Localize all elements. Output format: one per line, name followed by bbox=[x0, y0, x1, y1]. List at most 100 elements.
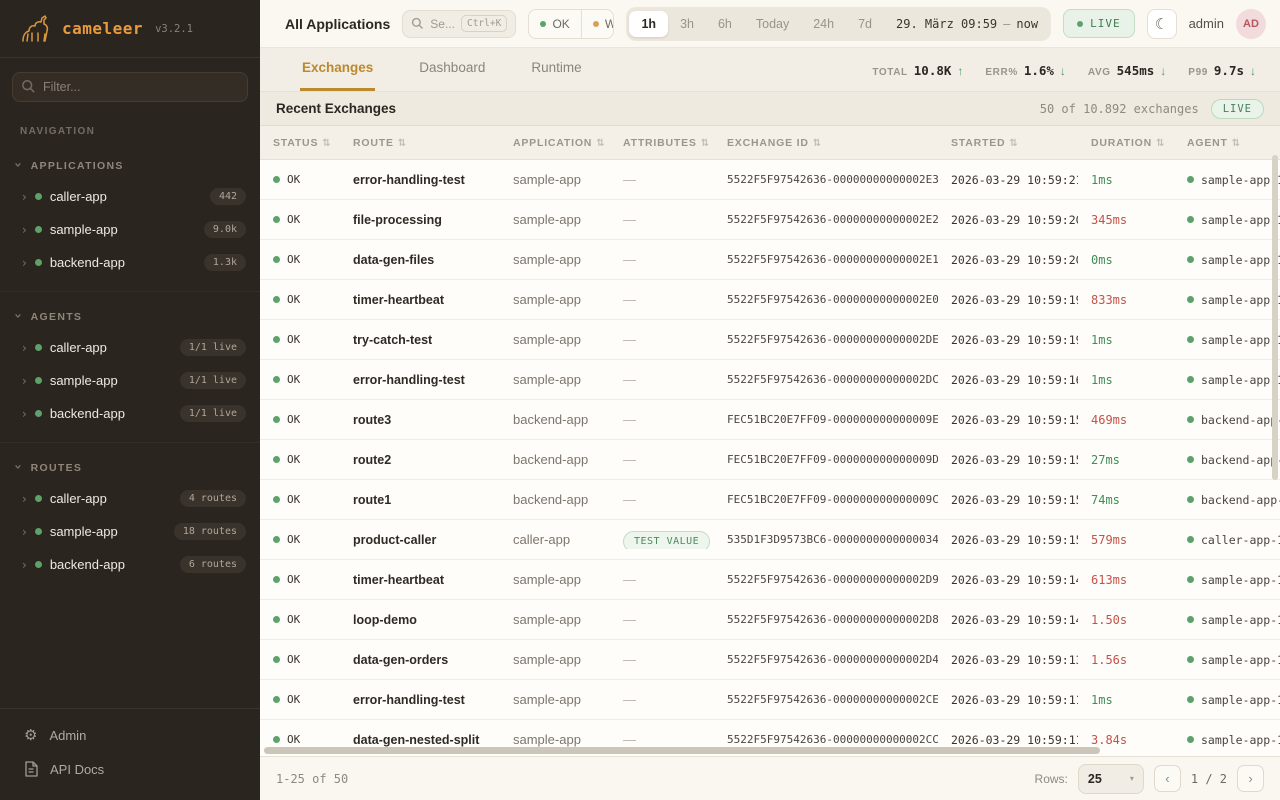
sort-icon: ⇅ bbox=[700, 137, 710, 149]
horizontal-scrollbar[interactable] bbox=[264, 747, 1100, 754]
sidebar-link-admin[interactable]: ⚙ Admin bbox=[0, 719, 260, 752]
time-range-button[interactable]: 24h bbox=[813, 16, 835, 31]
sidebar-item-route[interactable]: › caller-app 4 routes bbox=[0, 482, 260, 515]
time-range-display[interactable]: 29. März 09:59– now bbox=[884, 17, 1048, 31]
status-text: OK bbox=[287, 333, 301, 346]
sidebar-item-application[interactable]: › sample-app 9.0k bbox=[0, 213, 260, 246]
stat-label: ERR% bbox=[985, 67, 1018, 78]
table-row[interactable]: OK route3 backend-app — FEC51BC20E7FF09-… bbox=[260, 400, 1280, 440]
status-cell: OK bbox=[260, 533, 340, 546]
duration-cell: 1ms bbox=[1078, 331, 1174, 349]
application-cell: sample-app bbox=[513, 612, 581, 627]
table-row[interactable]: OK error-handling-test sample-app — 5522… bbox=[260, 360, 1280, 400]
tab[interactable]: Exchanges bbox=[300, 60, 376, 91]
column-header[interactable]: AGENT ⇅ bbox=[1174, 137, 1280, 149]
vertical-scrollbar[interactable] bbox=[1272, 155, 1278, 480]
chevron-right-icon: › bbox=[22, 373, 27, 388]
column-header[interactable]: STARTED ⇅ bbox=[938, 137, 1078, 149]
column-header[interactable]: ATTRIBUTES ⇅ bbox=[610, 137, 714, 149]
live-badge: LIVE bbox=[1210, 98, 1264, 119]
time-range-button[interactable]: 6h bbox=[717, 16, 732, 31]
time-range-button[interactable]: 3h bbox=[680, 16, 694, 31]
navigation-label: NAVIGATION bbox=[20, 126, 96, 137]
agent-name: caller-app-1 bbox=[1201, 532, 1280, 547]
tab[interactable]: Dashboard bbox=[419, 60, 486, 75]
table-row[interactable]: OK data-gen-orders sample-app — 5522F5F9… bbox=[260, 640, 1280, 680]
status-dot bbox=[273, 736, 280, 743]
started-cell: 2026-03-29 10:59:14 bbox=[951, 612, 1078, 627]
sidebar-item-application[interactable]: › caller-app 442 bbox=[0, 180, 260, 213]
application-cell: backend-app bbox=[513, 452, 589, 467]
column-header[interactable]: ROUTE ⇅ bbox=[340, 137, 500, 149]
sidebar-item-agent[interactable]: › sample-app 1/1 live bbox=[0, 364, 260, 397]
started-cell: 2026-03-29 10:59:16 bbox=[951, 372, 1078, 387]
status-text: OK bbox=[287, 293, 301, 306]
route-cell: error-handling-test bbox=[353, 692, 465, 707]
section-header-applications[interactable]: › APPLICATIONS bbox=[0, 151, 260, 180]
table-row[interactable]: OK error-handling-test sample-app — 5522… bbox=[260, 680, 1280, 720]
sidebar-link-api-docs[interactable]: API Docs bbox=[0, 752, 260, 786]
section-header-agents[interactable]: › AGENTS bbox=[0, 302, 260, 331]
exchange-id-cell: FEC51BC20E7FF09-000000000000009C bbox=[727, 493, 938, 506]
status-dot bbox=[34, 259, 42, 266]
sidebar-item-route[interactable]: › sample-app 18 routes bbox=[0, 515, 260, 548]
time-range-button[interactable]: 7d bbox=[858, 16, 872, 31]
trend-arrow-icon: ↓ bbox=[1059, 64, 1066, 78]
global-search[interactable]: Se... Ctrl+K bbox=[402, 9, 517, 38]
status-text: OK bbox=[287, 213, 301, 226]
sidebar-item-agent[interactable]: › caller-app 1/1 live bbox=[0, 331, 260, 364]
status-filter-ok[interactable]: OK bbox=[529, 9, 582, 38]
rows-per-page-select[interactable]: 25 ▾ bbox=[1077, 763, 1144, 794]
tab[interactable]: Runtime bbox=[531, 60, 582, 75]
chevron-right-icon: › bbox=[1248, 771, 1253, 786]
column-label: STARTED bbox=[951, 136, 1006, 149]
column-header[interactable]: APPLICATION ⇅ bbox=[500, 137, 610, 149]
column-header[interactable]: STATUS ⇅ bbox=[260, 137, 340, 149]
section-header-routes[interactable]: › ROUTES bbox=[0, 453, 260, 482]
section-right: 50 of 10.892 exchanges LIVE bbox=[1040, 98, 1264, 119]
duration-cell: 27ms bbox=[1078, 451, 1174, 469]
agent-status-dot bbox=[1187, 536, 1194, 543]
table-row[interactable]: OK loop-demo sample-app — 5522F5F9754263… bbox=[260, 600, 1280, 640]
table-row[interactable]: OK timer-heartbeat sample-app — 5522F5F9… bbox=[260, 560, 1280, 600]
sidebar-item-application[interactable]: › backend-app 1.3k bbox=[0, 246, 260, 279]
application-cell: sample-app bbox=[513, 172, 581, 187]
theme-toggle-button[interactable]: ☾ bbox=[1146, 8, 1177, 39]
avatar[interactable]: AD bbox=[1236, 8, 1266, 39]
sidebar-item-agent[interactable]: › backend-app 1/1 live bbox=[0, 397, 260, 430]
section-title: AGENTS bbox=[30, 310, 83, 323]
table-row[interactable]: OK file-processing sample-app — 5522F5F9… bbox=[260, 200, 1280, 240]
time-range-buttons: 1h 3h 6h Today 24h 7d bbox=[629, 10, 884, 37]
table-row[interactable]: OK route2 backend-app — FEC51BC20E7FF09-… bbox=[260, 440, 1280, 480]
column-header[interactable]: DURATION ⇅ bbox=[1078, 137, 1174, 149]
table-row[interactable]: OK data-gen-files sample-app — 5522F5F97… bbox=[260, 240, 1280, 280]
status-cell: OK bbox=[260, 333, 340, 346]
live-dot bbox=[1077, 20, 1084, 27]
exchange-id-cell: 5522F5F97542636-00000000000002CC bbox=[727, 733, 938, 746]
attributes-value: — bbox=[623, 371, 636, 387]
table-row[interactable]: OK try-catch-test sample-app — 5522F5F97… bbox=[260, 320, 1280, 360]
status-text: OK bbox=[287, 253, 301, 266]
table-row[interactable]: OK product-caller caller-app TEST VALUE … bbox=[260, 520, 1280, 560]
column-header[interactable]: EXCHANGE ID ⇅ bbox=[714, 137, 938, 149]
next-page-button[interactable]: › bbox=[1237, 765, 1264, 792]
route-cell: timer-heartbeat bbox=[353, 292, 444, 307]
table-row[interactable]: OK route1 backend-app — FEC51BC20E7FF09-… bbox=[260, 480, 1280, 520]
exchanges-table: STATUS ⇅ ROUTE ⇅ APPLICATION ⇅ ATTRIBUTES ⇅ … bbox=[260, 126, 1280, 756]
tabs-row: Exchanges Dashboard Runtime TOTAL 10.8K … bbox=[260, 48, 1280, 92]
time-range-button[interactable]: 1h bbox=[629, 10, 669, 37]
time-range-button[interactable]: Today bbox=[755, 16, 790, 31]
table-row[interactable]: OK timer-heartbeat sample-app — 5522F5F9… bbox=[260, 280, 1280, 320]
application-cell: sample-app bbox=[513, 732, 581, 747]
rows-per-page-value: 25 bbox=[1087, 771, 1102, 786]
sidebar-item-route[interactable]: › backend-app 6 routes bbox=[0, 548, 260, 581]
status-dot bbox=[34, 226, 42, 233]
table-row[interactable]: OK error-handling-test sample-app — 5522… bbox=[260, 160, 1280, 200]
prev-page-button[interactable]: ‹ bbox=[1153, 765, 1181, 792]
live-toggle-button[interactable]: LIVE bbox=[1063, 9, 1135, 38]
live-badge: 1/1 live bbox=[179, 372, 246, 389]
attributes-value: — bbox=[623, 211, 636, 227]
filter-input[interactable] bbox=[12, 72, 248, 102]
time-range-control: 1h 3h 6h Today 24h 7d 29. März 09:59– now bbox=[626, 6, 1052, 41]
status-filter-warning[interactable]: Wa bbox=[582, 10, 613, 38]
